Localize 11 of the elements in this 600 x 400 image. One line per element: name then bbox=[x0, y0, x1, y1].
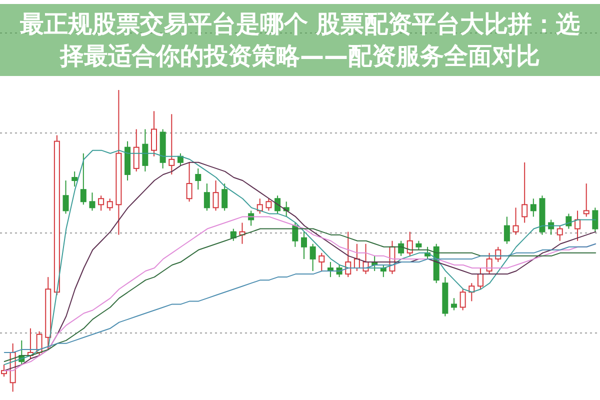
candlestick bbox=[195, 168, 202, 190]
candlestick bbox=[574, 210, 581, 242]
candlestick bbox=[530, 198, 536, 218]
candlestick bbox=[522, 162, 528, 224]
candlestick bbox=[124, 140, 131, 182]
candlestick bbox=[72, 170, 78, 188]
candlestick bbox=[168, 114, 175, 175]
candlestick bbox=[45, 276, 52, 350]
candlestick bbox=[116, 90, 122, 236]
chart-title: 最正规股票交易平台是哪个 股票配资平台大比拼：选择最适合你的投资策略——配资服务全面对比 bbox=[0, 4, 600, 76]
candlestick bbox=[142, 128, 148, 172]
